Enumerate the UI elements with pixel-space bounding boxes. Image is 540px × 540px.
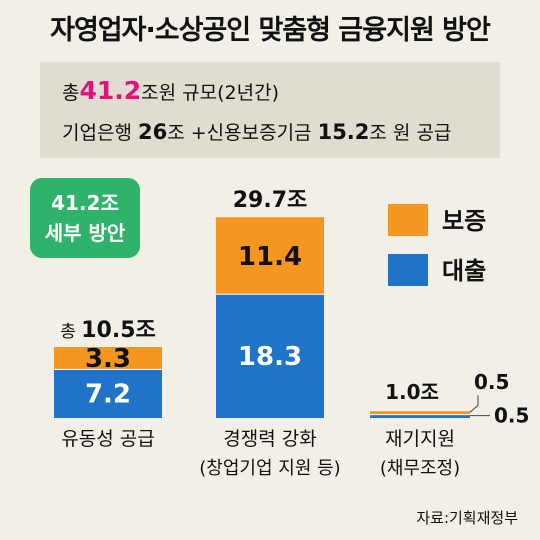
callout-line-guarantee [469,395,479,413]
summary-line-1: 총41.2조원 규모(2년간) [62,76,279,105]
summary-fund-value: 15.2 [317,120,370,144]
legend-swatch-0 [388,204,428,236]
category-label-2: 재기지원 [385,428,455,450]
total-label-0: 총 10.5조 [60,318,156,343]
label-loan-1: 18.3 [238,342,302,372]
bar-loan-2 [370,414,470,418]
category-label-1: 경쟁력 강화 [223,428,316,450]
label-guarantee-1: 11.4 [238,242,302,272]
category-sublabel-1: (창업기업 지원 등) [199,458,340,479]
bar-loan-0 [54,369,162,418]
bar-guarantee-0 [54,347,162,370]
category-sublabel-2: (채무조정) [380,458,460,479]
source-note: 자료:기획재정부 [416,509,518,527]
summary-supply-label: 조 원 공급 [369,122,452,144]
summary-box: 총41.2조원 규모(2년간) 기업은행 26조 +신용보증기금 15.2조 원… [40,62,500,158]
bar-guarantee-2 [370,411,470,415]
badge-line-1: 41.2조 [51,191,119,215]
label-guarantee-0: 3.3 [85,344,131,374]
legend-label-0: 보증 [442,207,486,235]
summary-bank-value: 26 [137,120,168,144]
summary-total-prefix: 총 [62,82,80,104]
summary-total-suffix: 조원 규모(2년간) [141,82,280,104]
badge-line-2: 세부 방안 [44,221,126,245]
chart-title: 자영업자·소상공인 맞춤형 금융지원 방안 [50,15,491,46]
summary-fund-label: 조 +신용보증기금 [167,122,318,144]
total-label-2: 1.0조 [385,380,439,404]
summary-total-value: 41.2 [79,76,142,105]
detail-badge: 41.2조 세부 방안 [30,178,140,258]
total-value-0: 10.5조 [81,318,156,343]
legend-label-1: 대출 [442,257,486,285]
summary-bank-label: 기업은행 [62,122,138,144]
label-loan-0: 7.2 [85,380,131,410]
label-loan-2: 0.5 [494,404,529,428]
bar-guarantee-1 [216,217,324,295]
bar-loan-1 [216,294,324,418]
summary-line-2: 기업은행 26조 +신용보증기금 15.2조 원 공급 [62,118,451,145]
label-guarantee-2: 0.5 [474,370,509,394]
total-label-1: 29.7조 [233,188,308,213]
category-label-0: 유동성 공급 [61,428,154,450]
legend-swatch-1 [388,254,428,286]
total-prefix-0: 총 [60,322,81,342]
